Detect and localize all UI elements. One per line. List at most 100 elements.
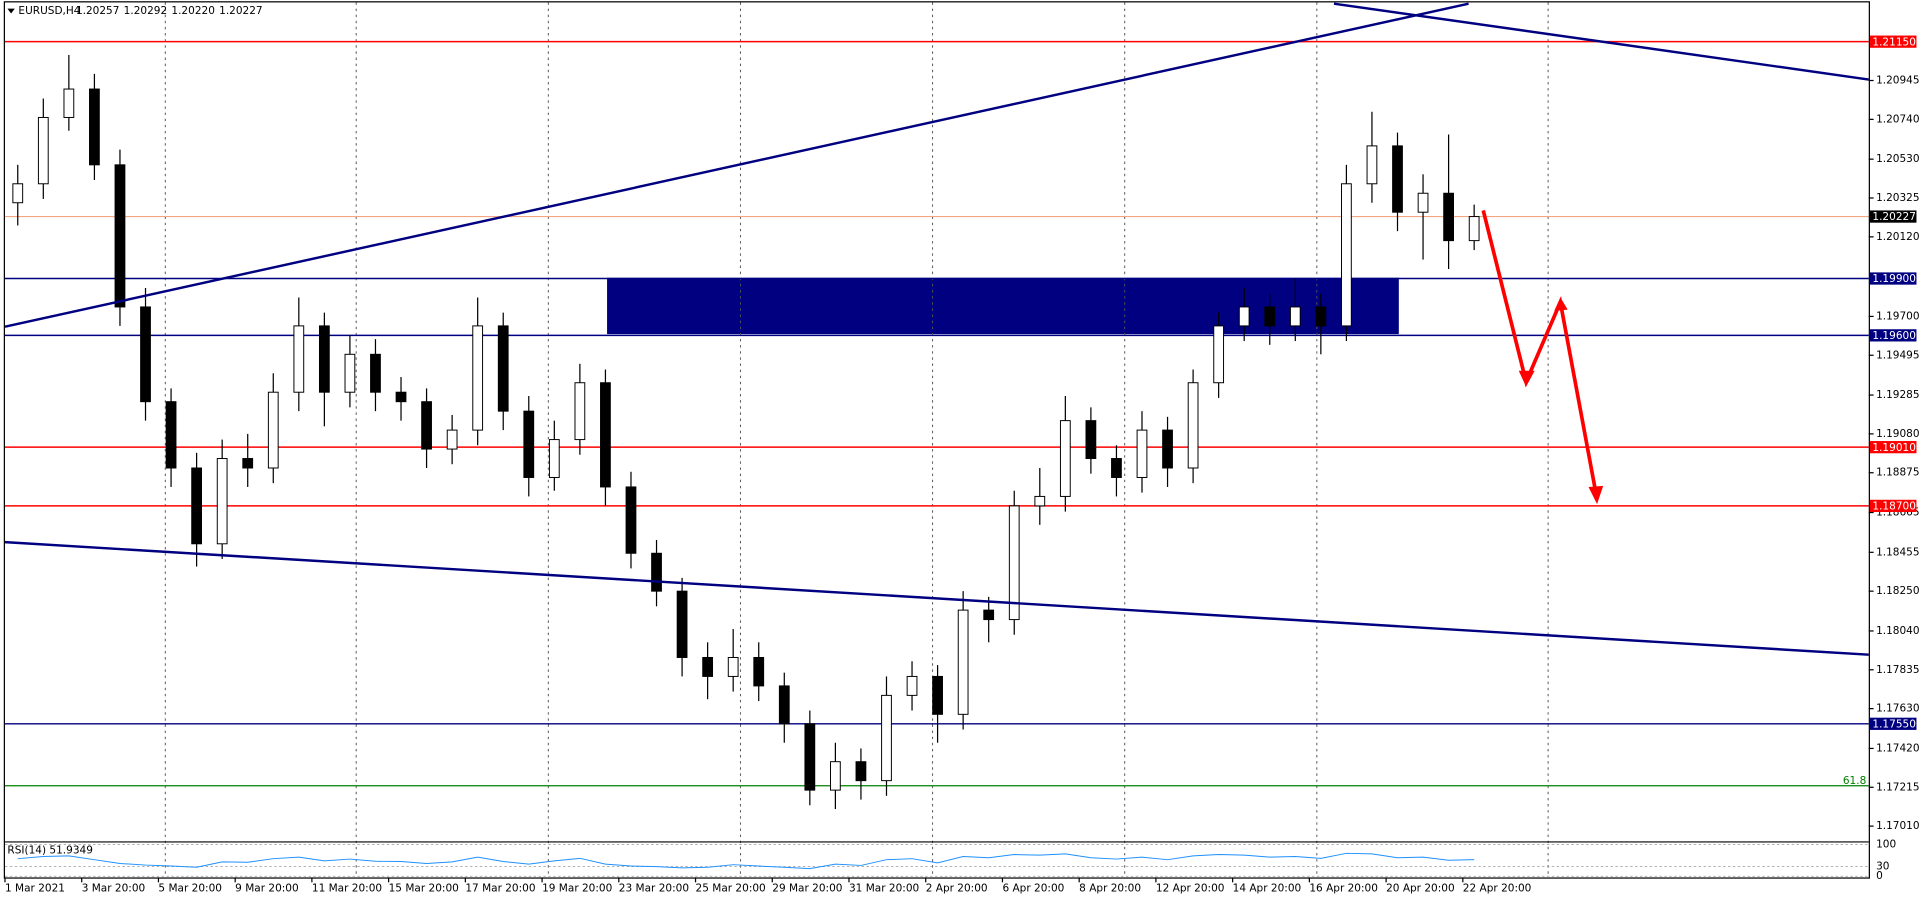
level-label: 1.18700 (1872, 501, 1916, 513)
candle-body (267, 391, 279, 469)
candle-body (625, 486, 637, 554)
x-tick-label: 11 Mar 20:00 (312, 882, 382, 894)
menu-triangle (7, 8, 15, 14)
y-tick-label: 1.18040 (1876, 625, 1919, 637)
level-label: 1.19900 (1872, 273, 1916, 285)
rsi-tick-label: 0 (1876, 870, 1883, 882)
y-tick-label: 1.19080 (1876, 428, 1919, 440)
ohlc-low: 1.20220 (171, 5, 214, 17)
candle-body (1366, 145, 1378, 185)
x-tick-label: 8 Apr 20:00 (1079, 882, 1141, 894)
candle-body (12, 183, 24, 204)
y-tick-label: 1.19495 (1876, 349, 1919, 361)
candle-body (778, 685, 790, 725)
candle-body (1187, 382, 1199, 469)
y-tick-label: 1.20740 (1876, 113, 1919, 125)
candle-body (1264, 306, 1276, 327)
rsi-tick-label: 30 (1876, 861, 1889, 873)
candle-body (344, 353, 356, 393)
y-tick-label: 1.17215 (1876, 781, 1919, 793)
candle-body (676, 590, 688, 658)
candle-body (574, 382, 586, 441)
grid (164, 2, 1549, 878)
y-tick-label: 1.20530 (1876, 153, 1919, 165)
ohlc-close: 1.20227 (219, 5, 263, 17)
candle-body (753, 656, 765, 687)
candle-body (1136, 429, 1148, 478)
candle-body (63, 88, 75, 118)
candle-body (114, 164, 126, 308)
candle-body (1289, 306, 1301, 327)
candle-body (395, 391, 407, 403)
candle-body (983, 609, 995, 621)
candle-body (497, 325, 509, 412)
candle-body (1443, 192, 1454, 242)
level-box (1869, 717, 1917, 730)
x-tick-label: 6 Apr 20:00 (1002, 882, 1064, 894)
y-tick-label: 1.18455 (1876, 546, 1919, 558)
fib-label: 61.8 (1843, 775, 1866, 787)
rsi-tick-label: 100 (1876, 838, 1896, 850)
y-tick-label: 1.17630 (1876, 703, 1919, 715)
y-tick-label: 1.17420 (1876, 742, 1919, 754)
candle-body (855, 761, 867, 782)
level-box (1869, 272, 1917, 285)
y-tick-label: 1.20945 (1876, 75, 1919, 87)
candle-body (1111, 458, 1122, 478)
current-price-box (1869, 210, 1917, 223)
candle-body (1085, 420, 1097, 460)
candle-body (830, 761, 841, 791)
candle-body (1059, 420, 1071, 497)
candle-body (651, 552, 662, 592)
y-tick-label: 1.18875 (1876, 467, 1919, 479)
x-tick-label: 29 Mar 20:00 (772, 882, 842, 894)
y-tick-label: 1.20325 (1876, 192, 1919, 204)
x-tick-label: 15 Mar 20:00 (389, 882, 459, 894)
candle-body (600, 382, 611, 488)
candle-body (37, 116, 49, 185)
level-label: 1.21150 (1872, 36, 1916, 48)
x-tick-label: 12 Apr 20:00 (1156, 882, 1225, 894)
candle-body (906, 675, 918, 696)
candle-body (932, 675, 943, 715)
candle-body (370, 353, 381, 393)
x-tick-label: 22 Apr 20:00 (1463, 882, 1532, 894)
candle-body (446, 429, 458, 450)
forecast-arrow (1481, 210, 1599, 500)
x-tick-label: 2 Apr 20:00 (926, 882, 988, 894)
candle-body (1315, 306, 1327, 327)
price-axis: 1.20945 1.20740 1.20530 1.20325 1.20120 1.197… (4, 35, 1919, 894)
zone-rectangle (607, 277, 1399, 335)
candle-body (216, 458, 228, 545)
x-tick-label: 20 Apr 20:00 (1386, 882, 1455, 894)
x-tick-label: 31 Mar 20:00 (849, 882, 919, 894)
candle-body (140, 306, 151, 403)
trend-line (4, 2, 1469, 328)
x-tick-label: 19 Mar 20:00 (542, 882, 612, 894)
candle-body (702, 656, 714, 677)
arrow-head (1518, 370, 1535, 387)
rsi-label: RSI(14) 51.9349 (7, 844, 93, 856)
candle-body (548, 439, 560, 478)
ohlc-high: 1.20292 (124, 5, 167, 17)
level-box (1869, 441, 1917, 454)
candle-body (881, 694, 892, 782)
candle-body (1213, 325, 1225, 384)
x-tick-label: 16 Apr 20:00 (1309, 882, 1378, 894)
arrow-head (1554, 297, 1568, 311)
y-tick-label: 1.19700 (1876, 310, 1919, 322)
frame (3, 1, 1870, 879)
x-tick-label: 23 Mar 20:00 (619, 882, 689, 894)
candle-body (1008, 505, 1020, 621)
candle-body (472, 325, 484, 431)
symbol: EURUSD,H4 (18, 5, 80, 17)
candle-body (523, 410, 535, 478)
candle-body (957, 609, 969, 715)
y-tick-label: 1.20120 (1876, 231, 1919, 243)
x-tick-label: 14 Apr 20:00 (1233, 882, 1302, 894)
level-box (1869, 499, 1917, 513)
candle-body (89, 88, 100, 166)
